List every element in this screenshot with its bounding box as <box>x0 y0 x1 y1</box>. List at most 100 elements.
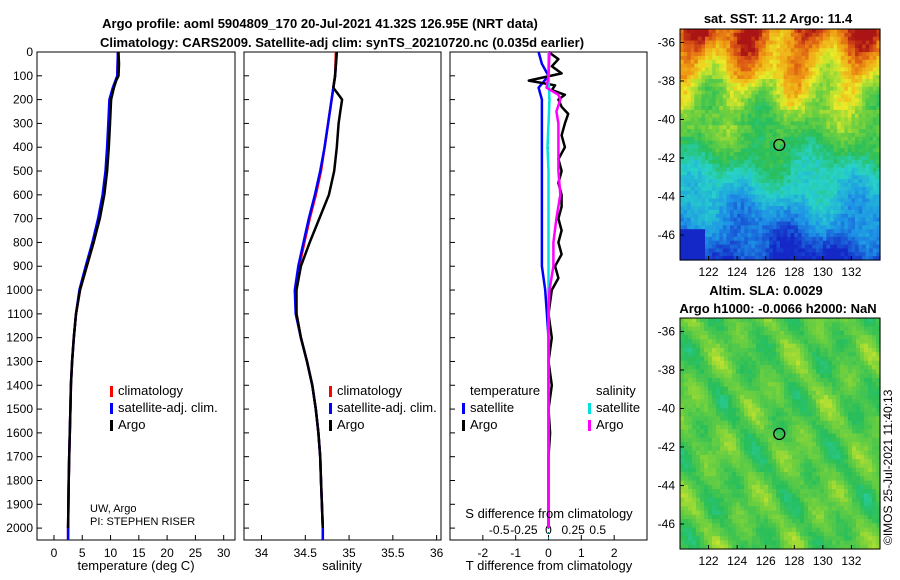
map-cell <box>812 48 817 53</box>
y-tick-label: 700 <box>13 212 33 226</box>
map-cell <box>864 339 869 345</box>
map-cell <box>733 179 738 184</box>
map-cell <box>780 183 785 188</box>
map-cell <box>830 132 835 138</box>
map-cell <box>694 40 699 45</box>
map-cell <box>855 55 860 61</box>
map-cell <box>722 52 728 57</box>
map-cell <box>801 167 806 173</box>
map-cell <box>744 156 749 161</box>
map-cell <box>783 48 788 53</box>
map-cell <box>747 190 753 196</box>
map-cell <box>755 194 760 199</box>
map-cell <box>840 377 845 383</box>
map-cell <box>862 94 867 99</box>
map-cell <box>812 55 817 61</box>
map-cell <box>747 109 753 115</box>
map-cell <box>815 106 820 111</box>
map-cell <box>769 252 774 257</box>
map-cell <box>680 113 685 119</box>
map-cell <box>833 236 838 242</box>
map-cell <box>876 106 881 111</box>
map-cell <box>701 244 706 250</box>
map-cell <box>808 36 813 42</box>
map-cell <box>690 198 695 203</box>
map-cell <box>826 109 831 115</box>
legend-satellite-swatch <box>110 403 113 414</box>
map-cell <box>794 213 799 219</box>
map-cell <box>764 356 769 362</box>
map-cell <box>760 399 765 405</box>
map-cell <box>728 390 733 396</box>
map-cell <box>787 248 792 253</box>
map-cell <box>776 44 781 49</box>
map-cell <box>722 129 728 134</box>
map-cell <box>828 330 833 336</box>
map-cell <box>787 194 792 199</box>
map-cell <box>844 40 849 45</box>
map-cell <box>694 152 699 157</box>
map-cell <box>840 67 845 72</box>
map-cell <box>768 326 773 332</box>
map-cell <box>844 29 849 34</box>
map-cell <box>847 121 853 126</box>
map-cell <box>701 194 706 199</box>
map-cell <box>765 229 770 234</box>
map-cell <box>716 377 721 383</box>
map-cell <box>715 106 720 111</box>
map-cell <box>768 369 773 375</box>
map-cell <box>787 183 792 188</box>
map-cell <box>787 67 792 72</box>
map-cell <box>758 32 763 38</box>
figure-title-line2: Climatology: CARS2009. Satellite-adj cli… <box>100 35 584 50</box>
map-cell <box>792 347 797 353</box>
map-cell <box>687 252 692 257</box>
map-cell <box>712 102 717 107</box>
map-cell <box>692 377 697 383</box>
map-cell <box>712 365 717 370</box>
map-cell <box>872 86 878 92</box>
map-cell <box>722 71 728 76</box>
map-cell <box>790 125 795 130</box>
map-cell <box>762 221 767 226</box>
map-cell <box>701 129 706 134</box>
map-cell <box>840 175 845 180</box>
map-cell <box>724 424 729 430</box>
map-cell <box>722 86 728 92</box>
map-cell <box>708 399 713 405</box>
map-cell <box>765 236 770 242</box>
map-cell <box>683 106 688 111</box>
map-cell <box>733 132 738 138</box>
map-cell <box>808 433 813 439</box>
map-cell <box>784 339 789 345</box>
map-cell <box>715 198 720 203</box>
map-cell <box>872 209 878 215</box>
map-cell <box>688 433 693 439</box>
map-cell <box>876 365 881 370</box>
map-cell <box>797 213 803 219</box>
map-cell <box>858 75 863 80</box>
map-cell <box>769 209 774 215</box>
map-cell <box>794 36 799 42</box>
map-cell <box>772 71 778 76</box>
map-cell <box>704 360 709 366</box>
map-cell <box>747 183 753 188</box>
map-cell <box>819 79 824 84</box>
map-cell <box>851 117 856 122</box>
map-cell <box>822 213 828 219</box>
map-cell <box>701 221 706 226</box>
map-cell <box>844 202 849 207</box>
map-cell <box>712 373 717 379</box>
map-cell <box>808 198 813 203</box>
map-cell <box>851 32 856 38</box>
map-cell <box>715 59 720 65</box>
map-cell <box>690 159 695 165</box>
map-cell <box>783 194 788 199</box>
map-cell <box>844 48 849 53</box>
map-cell <box>837 117 842 122</box>
map-cell <box>700 420 705 426</box>
map-cell <box>800 343 805 349</box>
map-cell <box>780 55 785 61</box>
map-cell <box>690 206 695 211</box>
map-cell <box>772 352 777 358</box>
